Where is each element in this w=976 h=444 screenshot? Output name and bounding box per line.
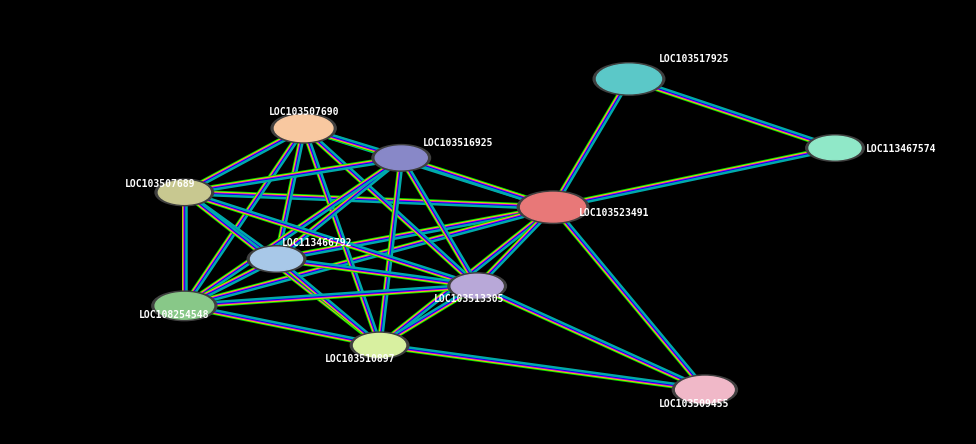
Text: LOC103516925: LOC103516925 <box>423 138 494 148</box>
Circle shape <box>247 246 305 272</box>
Circle shape <box>353 333 406 357</box>
Circle shape <box>274 115 333 142</box>
Text: LOC103509455: LOC103509455 <box>660 399 730 408</box>
Text: LOC103523491: LOC103523491 <box>579 208 650 218</box>
Circle shape <box>350 332 409 359</box>
Circle shape <box>517 191 589 223</box>
Text: LOC103510897: LOC103510897 <box>325 354 396 364</box>
Text: LOC103507689: LOC103507689 <box>125 178 195 189</box>
Circle shape <box>593 63 665 95</box>
Circle shape <box>155 179 214 206</box>
Circle shape <box>155 293 214 319</box>
Circle shape <box>152 291 217 321</box>
Circle shape <box>672 375 738 404</box>
Circle shape <box>158 181 211 204</box>
Text: LOC108254548: LOC108254548 <box>139 310 209 320</box>
Text: LOC103513305: LOC103513305 <box>433 294 505 304</box>
Circle shape <box>448 273 507 299</box>
Circle shape <box>675 377 734 403</box>
Text: LOC103507690: LOC103507690 <box>269 107 340 118</box>
Text: LOC103517925: LOC103517925 <box>660 54 730 64</box>
Circle shape <box>809 136 861 160</box>
Circle shape <box>372 145 430 171</box>
Circle shape <box>251 247 303 271</box>
Circle shape <box>375 146 427 170</box>
Circle shape <box>806 135 865 161</box>
Circle shape <box>596 64 662 94</box>
Circle shape <box>271 114 336 143</box>
Text: LOC113466792: LOC113466792 <box>282 238 352 248</box>
Circle shape <box>520 192 586 222</box>
Circle shape <box>451 274 504 298</box>
Text: LOC113467574: LOC113467574 <box>866 144 936 154</box>
